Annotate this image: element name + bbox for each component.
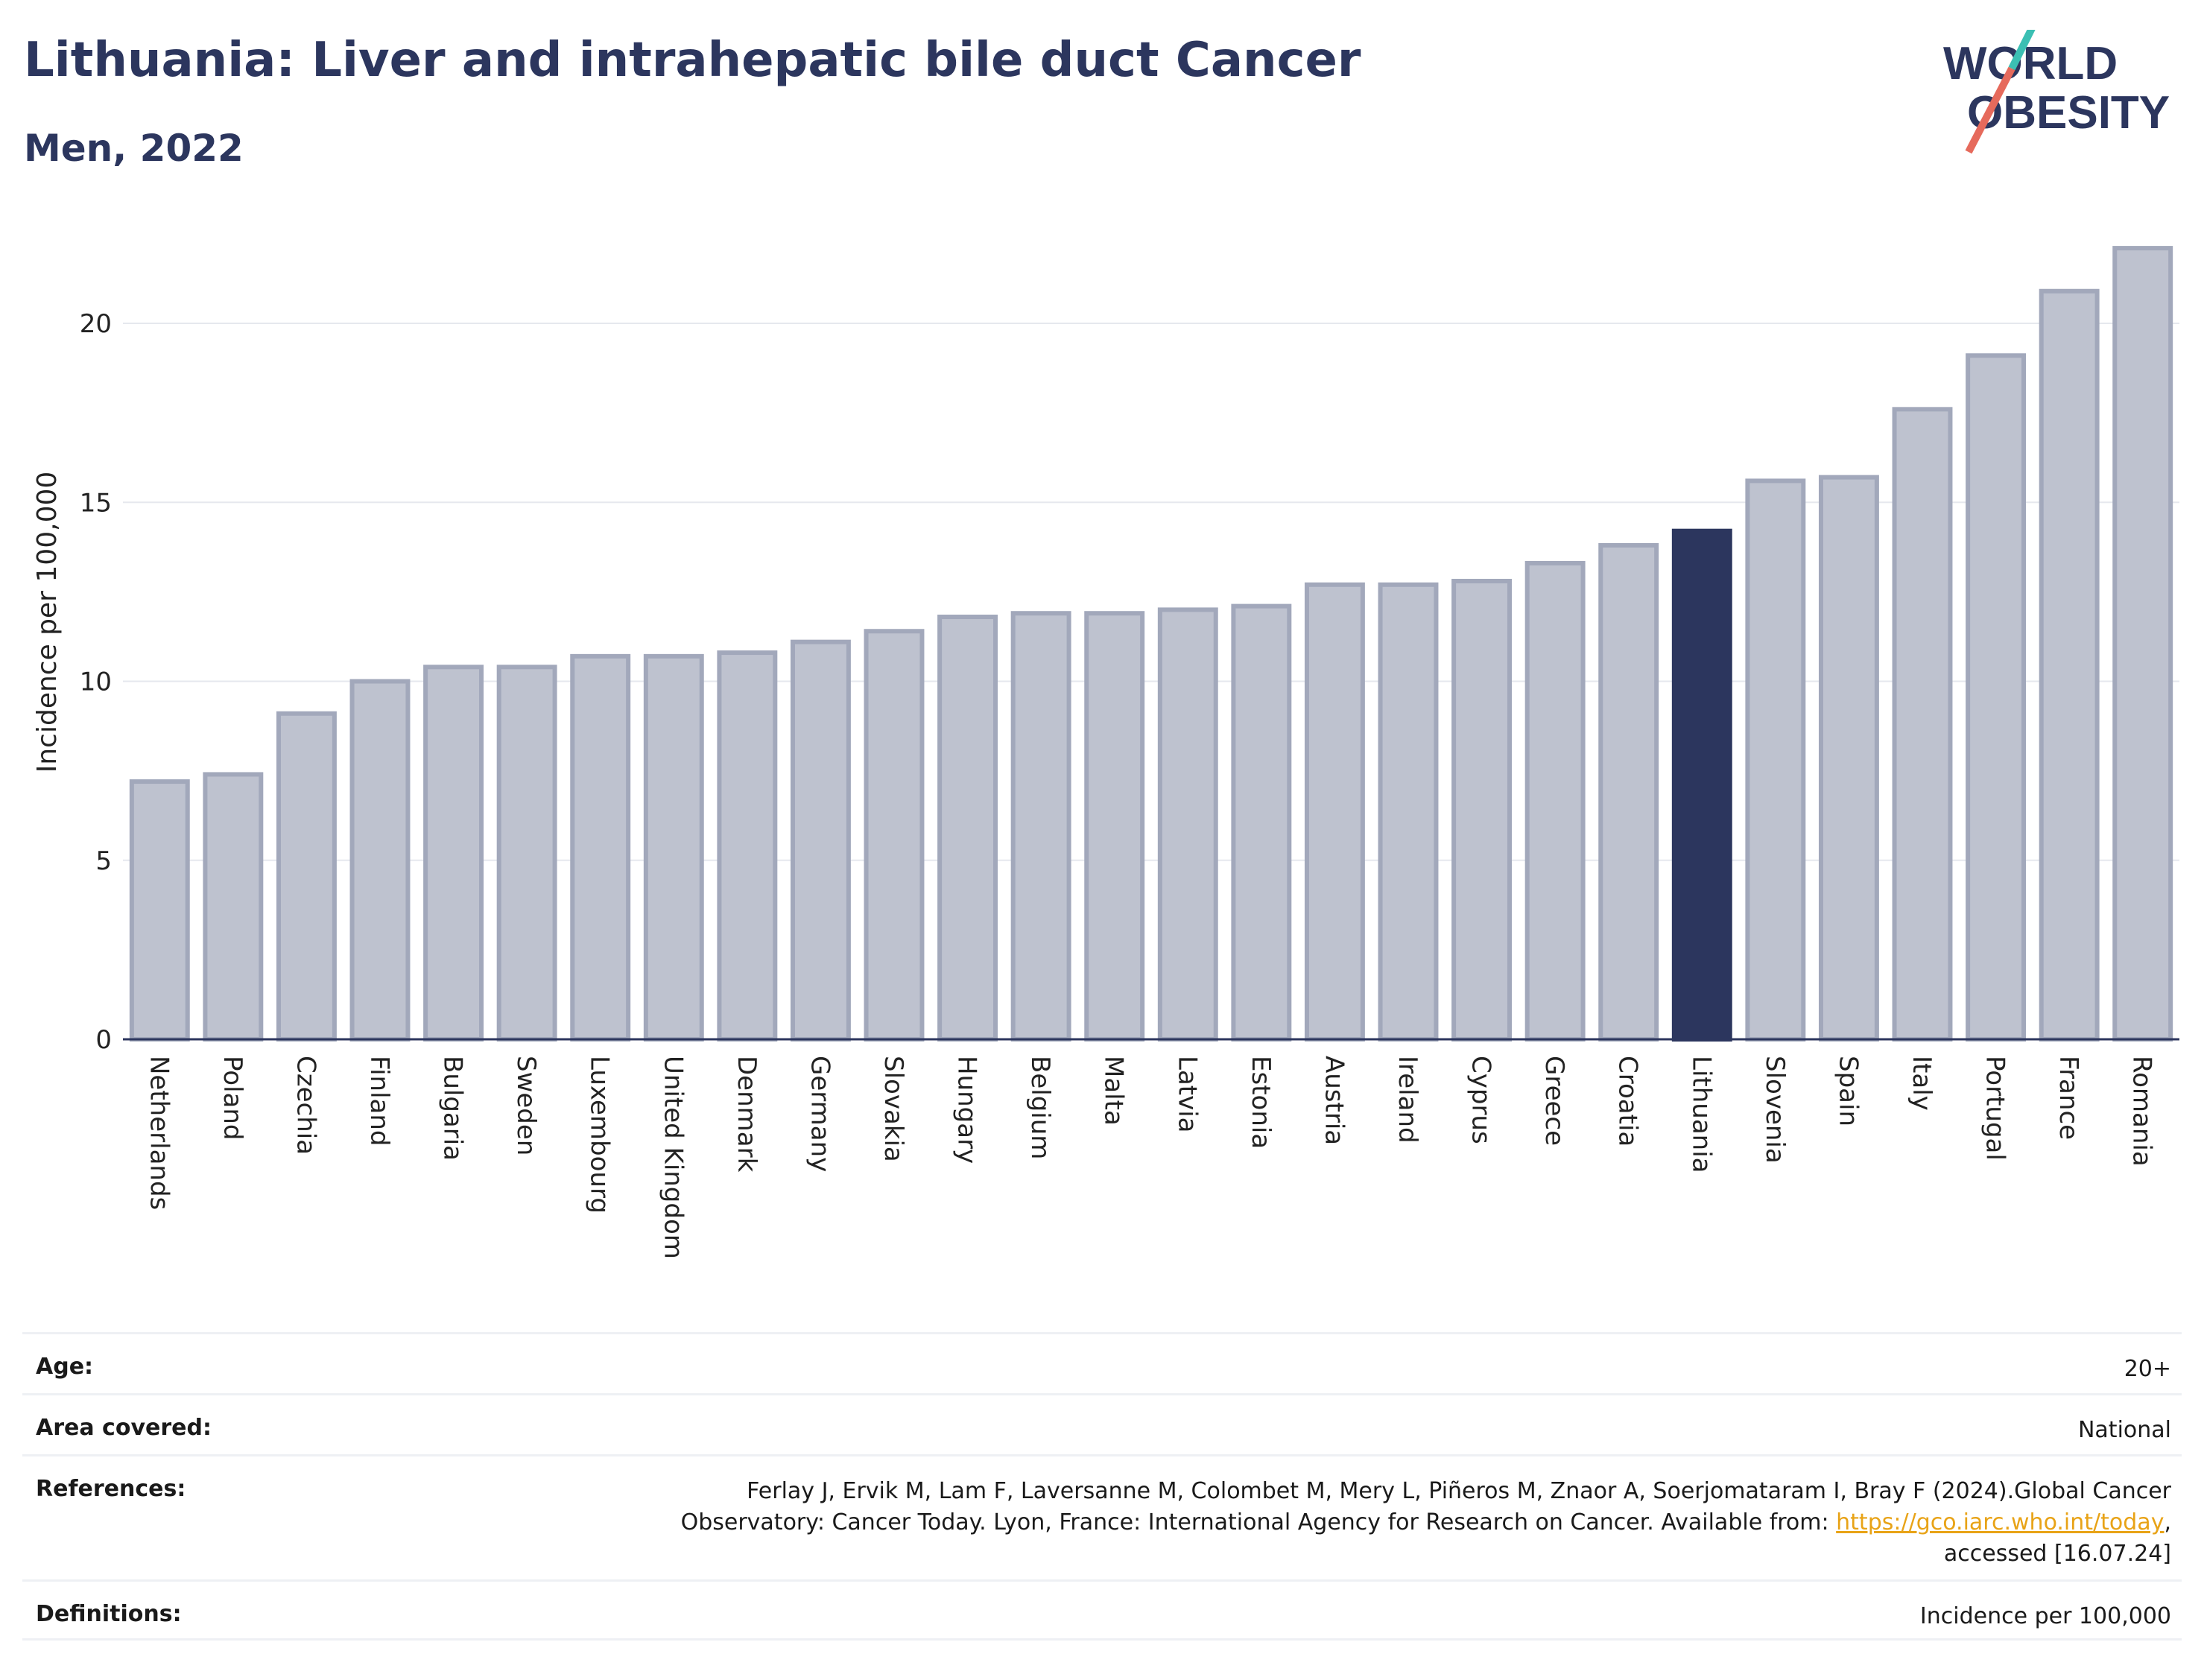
x-tick-label: Luxembourg [585, 1056, 615, 1214]
bar-estonia [1231, 603, 1292, 1042]
bar-netherlands [129, 779, 190, 1042]
x-tick-label: Germany [805, 1056, 835, 1172]
x-tick-labels: Netherlands Poland Czechia Finland Bulgaria S… [144, 1056, 2156, 1259]
bar-cyprus [1451, 578, 1513, 1042]
x-tick-label: Lithuania [1686, 1056, 1716, 1173]
bar-poland [203, 772, 264, 1042]
bar-bulgaria [423, 665, 484, 1042]
bar-luxembourg [570, 653, 631, 1042]
y-axis-label: Incidence per 100,000 [32, 472, 63, 773]
y-tick-labels: 0 5 10 15 20 [80, 309, 112, 1055]
bar-romania [2112, 246, 2173, 1042]
bar-denmark [717, 650, 778, 1042]
y-tick-label: 0 [95, 1025, 112, 1055]
bar-portugal [1966, 353, 2027, 1042]
meta-definitions-label: Definitions: [36, 1601, 182, 1627]
x-tick-label: Denmark [732, 1056, 761, 1173]
bar-croatia [1598, 542, 1659, 1042]
x-tick-label: Slovenia [1760, 1056, 1790, 1164]
bar-chart: 0 5 10 15 20 Netherlands Poland Czechia Finland… [32, 246, 2179, 1259]
meta-age-label: Age: [36, 1354, 94, 1380]
bar-germany [790, 639, 851, 1042]
x-tick-label: Finland [364, 1056, 394, 1147]
meta-row-definitions: Definitions: Incidence per 100,000 [22, 1579, 2182, 1641]
x-tick-label: Spain [1833, 1056, 1863, 1126]
x-tick-label: France [2053, 1056, 2083, 1140]
metadata-table: Age: 20+ Area covered: National Referenc… [22, 1332, 2182, 1641]
x-tick-label: Cyprus [1466, 1056, 1496, 1144]
bar-finland [349, 679, 411, 1042]
meta-references-value: Ferlay J, Ervik M, Lam F, Laversanne M, … [681, 1476, 2171, 1579]
y-tick-label: 5 [95, 846, 112, 876]
meta-row-age: Age: 20+ [22, 1332, 2182, 1393]
reference-line-3: accessed [16.07.24] [1943, 1541, 2171, 1567]
x-tick-label: Estonia [1246, 1056, 1276, 1149]
x-tick-label: Greece [1539, 1056, 1569, 1146]
bar-france [2039, 288, 2100, 1042]
x-tick-label: Sweden [511, 1056, 541, 1156]
x-tick-label: Portugal [1980, 1056, 2010, 1161]
bar-latvia [1157, 607, 1218, 1042]
y-tick-label: 20 [80, 309, 112, 339]
reference-link[interactable]: https://gco.iarc.who.int/today [1836, 1509, 2165, 1535]
logo-word-world: WORLD [1943, 38, 2118, 89]
x-tick-label: Ireland [1393, 1056, 1422, 1144]
meta-references-label: References: [36, 1476, 186, 1502]
bar-austria [1304, 582, 1365, 1042]
meta-area-label: Area covered: [36, 1415, 212, 1441]
bar-slovakia [864, 629, 925, 1042]
x-tick-label: Romania [2127, 1056, 2157, 1167]
x-tick-label: Poland [218, 1056, 247, 1141]
x-tick-label: United Kingdom [658, 1056, 688, 1259]
meta-definitions-value: Incidence per 100,000 [1919, 1603, 2171, 1629]
x-tick-label: Italy [1907, 1056, 1937, 1111]
bar-belgium [1010, 611, 1071, 1042]
bar-italy [1892, 407, 1953, 1042]
meta-area-value: National [2077, 1417, 2171, 1443]
bar-spain [1818, 475, 1879, 1042]
x-tick-label: Hungary [952, 1056, 982, 1164]
bar-slovenia [1745, 478, 1806, 1042]
x-tick-label: Croatia [1613, 1056, 1643, 1147]
chart-title: Lithuania: Liver and intrahepatic bile d… [24, 33, 1361, 88]
x-tick-label: Latvia [1172, 1056, 1202, 1133]
reference-line-2-end: , [2164, 1509, 2171, 1535]
x-tick-label: Netherlands [144, 1056, 174, 1210]
bars [129, 246, 2173, 1042]
reference-line-2: Observatory: Cancer Today. Lyon, France:… [680, 1509, 1837, 1535]
y-tick-label: 10 [80, 668, 112, 697]
x-tick-label: Slovakia [878, 1056, 908, 1162]
x-tick-label: Czechia [291, 1056, 320, 1155]
bar-lithuania [1671, 528, 1732, 1042]
y-tick-label: 15 [80, 488, 112, 518]
bar-sweden [496, 665, 557, 1042]
bar-hungary [937, 615, 998, 1042]
meta-row-area: Area covered: National [22, 1393, 2182, 1454]
meta-row-references: References: Ferlay J, Ervik M, Lam F, La… [22, 1454, 2182, 1579]
bar-czechia [276, 711, 337, 1042]
x-tick-label: Austria [1319, 1056, 1349, 1145]
bar-ireland [1378, 582, 1439, 1042]
reference-line-1: Ferlay J, Ervik M, Lam F, Laversanne M, … [747, 1478, 2171, 1504]
chart-subtitle: Men, 2022 [24, 127, 244, 170]
bar-united-kingdom [643, 653, 704, 1042]
world-obesity-logo: WORLD OBESITY [1943, 30, 2170, 154]
x-tick-label: Belgium [1025, 1056, 1055, 1159]
x-tick-label: Malta [1099, 1056, 1129, 1126]
bar-malta [1084, 611, 1145, 1042]
x-tick-label: Bulgaria [438, 1056, 468, 1161]
bar-greece [1524, 560, 1586, 1042]
meta-age-value: 20+ [2124, 1356, 2171, 1382]
